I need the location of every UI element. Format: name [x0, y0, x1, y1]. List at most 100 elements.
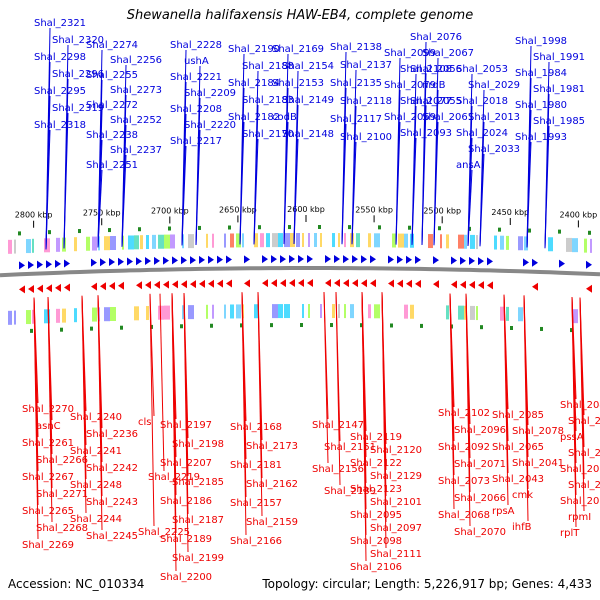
- forward-gene-arrow: [289, 255, 295, 264]
- cog-block-top: [392, 233, 396, 248]
- gene-label: asnC: [36, 421, 61, 432]
- cog-block-bottom: [302, 304, 304, 319]
- gene-label: Shal_2270: [22, 404, 74, 415]
- reverse-gene-arrow: [172, 280, 178, 289]
- forward-gene-arrow: [154, 256, 160, 265]
- gene-label: Shal_2190: [228, 44, 280, 55]
- forward-gene-arrow: [127, 257, 133, 266]
- reverse-gene-arrow: [478, 281, 484, 290]
- cog-block-top: [254, 233, 258, 248]
- gene-label: Shal_2147: [312, 420, 364, 431]
- forward-gene-arrow: [343, 255, 349, 264]
- cog-block-top: [296, 233, 300, 248]
- reverse-gene-arrow: [46, 284, 52, 293]
- gene-label: Shal_2029: [468, 80, 520, 91]
- reverse-gene-arrow: [469, 280, 475, 289]
- forward-gene-arrow: [172, 256, 178, 265]
- cog-block-top: [26, 239, 31, 254]
- forward-gene-arrow: [181, 256, 187, 265]
- gene-label: Shal_2157: [230, 498, 282, 509]
- reverse-gene-arrow: [397, 279, 403, 288]
- gc-marker-top: [288, 225, 291, 230]
- cog-block-bottom: [332, 304, 335, 319]
- forward-gene-arrow: [262, 255, 268, 264]
- cog-block-top: [440, 234, 442, 249]
- gene-label: Shal_2183: [242, 95, 294, 106]
- gene-label: Shal_2085: [492, 410, 544, 421]
- forward-gene-arrow: [37, 260, 43, 269]
- cog-block-bottom: [8, 310, 12, 325]
- reverse-gene-arrow: [271, 279, 277, 288]
- forward-gene-arrow: [523, 258, 529, 267]
- gene-leader: [395, 121, 401, 245]
- gene-label: Shal_2162: [246, 479, 298, 490]
- cog-block-bottom: [518, 307, 523, 322]
- gene-leader: [47, 297, 53, 523]
- gene-label: Shal_2070: [454, 527, 506, 538]
- gc-marker-top: [468, 226, 471, 231]
- gene-label: Shal_2095: [350, 510, 402, 521]
- forward-gene-arrow: [460, 256, 466, 265]
- gene-label: Shal_2106: [350, 562, 402, 573]
- reverse-gene-arrow: [28, 284, 34, 293]
- forward-gene-arrow: [469, 256, 475, 265]
- cog-block-bottom: [188, 305, 194, 320]
- reverse-gene-arrow: [154, 280, 160, 289]
- gc-marker-top: [138, 227, 141, 232]
- gene-label: rplT: [560, 528, 580, 539]
- gc-marker-top: [438, 226, 441, 231]
- cog-block-bottom: [92, 307, 97, 322]
- forward-gene-arrow: [298, 255, 304, 264]
- gene-leader: [257, 292, 263, 517]
- cog-block-top: [146, 235, 149, 250]
- gene-label: Shal_2139: [324, 486, 376, 497]
- gene-label: Shal_1984: [515, 68, 567, 79]
- gc-marker-bottom: [30, 328, 33, 333]
- gene-label: Shal_2225: [138, 527, 190, 538]
- cog-block-top: [548, 237, 553, 252]
- forward-gene-arrow: [100, 258, 106, 267]
- cog-block-top: [152, 234, 156, 249]
- gene-leader: [323, 292, 329, 464]
- gc-marker-bottom: [240, 323, 243, 328]
- gene-label: Shal_2108: [400, 64, 452, 75]
- gene-label: Shal_2053: [456, 64, 508, 75]
- reverse-gene-arrow: [352, 279, 358, 288]
- scale-tick-label: 2700 kbp: [151, 206, 189, 215]
- cog-block-top: [98, 236, 100, 251]
- cog-block-top: [332, 233, 335, 248]
- cog-block-bottom: [338, 304, 340, 319]
- gene-label: Shal_2182: [228, 112, 280, 123]
- gene-label: Shal_2273: [110, 85, 162, 96]
- scale-tick-label: 2400 kbp: [560, 210, 598, 219]
- gene-label: ihfB: [512, 522, 532, 533]
- gene-leader: [159, 293, 165, 472]
- gene-leader: [411, 137, 417, 245]
- cog-block-top: [230, 233, 234, 248]
- cog-block-bottom: [164, 305, 170, 320]
- cog-block-bottom: [278, 304, 283, 319]
- gene-leader: [479, 153, 485, 247]
- gene-label: Shal_2122: [350, 458, 402, 469]
- forward-gene-arrow: [352, 255, 358, 264]
- cog-block-bottom: [464, 305, 467, 320]
- cog-block-top: [500, 235, 504, 250]
- gene-label: Shal_2181: [230, 460, 282, 471]
- gene-label: Shal_2217: [170, 136, 222, 147]
- gene-label: Shal_2076: [410, 32, 462, 43]
- forward-gene-arrow: [199, 255, 205, 264]
- gene-label: Shal_2118: [340, 96, 392, 107]
- gene-label: Shal_2092: [438, 442, 490, 453]
- gene-label: Shal_2100: [340, 132, 392, 143]
- gc-marker-bottom: [300, 323, 303, 328]
- gene-label: Shal_2319: [52, 103, 104, 114]
- cog-block-top: [266, 233, 270, 248]
- reverse-gene-arrow: [343, 279, 349, 288]
- gene-label: Shal_2237: [110, 145, 162, 156]
- cog-block-top: [104, 236, 110, 251]
- forward-gene-arrow: [334, 255, 340, 264]
- scale-tick-label: 2650 kbp: [219, 205, 257, 214]
- gene-label: Shal_2111: [370, 549, 422, 560]
- gene-leader: [335, 292, 341, 486]
- cog-block-top: [56, 237, 60, 252]
